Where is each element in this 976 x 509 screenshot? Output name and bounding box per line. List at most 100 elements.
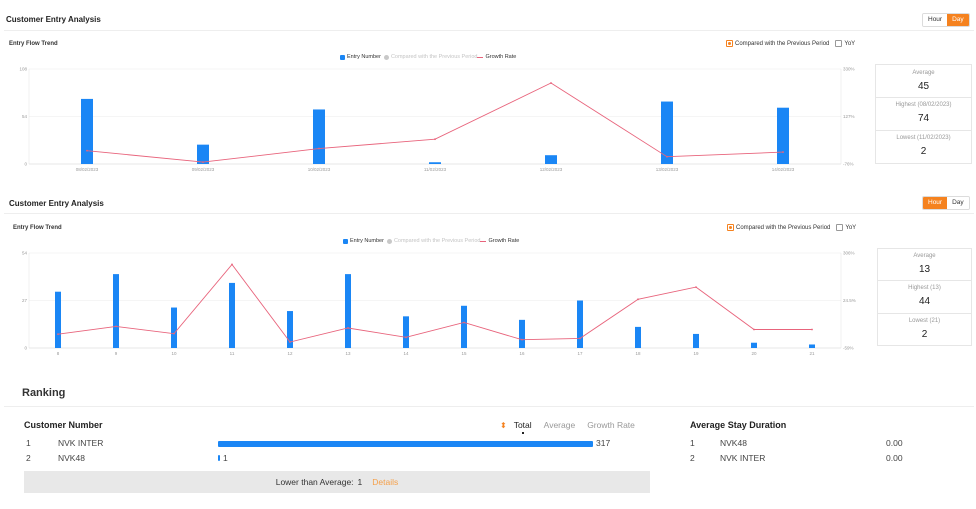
y-tick-label: 108 [19, 67, 27, 72]
x-tick-label: 10 [171, 351, 177, 356]
bar[interactable] [55, 291, 61, 348]
growth-rate-point[interactable] [115, 325, 117, 328]
growth-rate-point[interactable] [405, 336, 407, 339]
bar[interactable] [545, 155, 557, 164]
growth-rate-point[interactable] [579, 337, 581, 340]
stay-duration-title: Average Stay Duration [690, 420, 787, 430]
duration-value: 0.00 [886, 438, 903, 448]
growth-rate-point[interactable] [666, 155, 668, 158]
x-tick-label: 19 [693, 351, 699, 356]
growth-rate-line [86, 82, 784, 163]
growth-rate-point[interactable] [434, 138, 436, 141]
tab-average[interactable]: Average [543, 420, 576, 430]
legend-entry-number[interactable]: Entry Number [340, 54, 381, 60]
bar[interactable] [229, 282, 235, 348]
panel2-yoy-checkbox[interactable] [836, 224, 844, 231]
bar[interactable] [171, 307, 177, 348]
bar[interactable] [345, 274, 351, 348]
below-average-count: 1 [357, 477, 363, 487]
stat-lowest: Lowest (11/02/2023) 2 [896, 135, 951, 157]
legend-compare[interactable]: Compared with the Previous Period [386, 238, 480, 244]
growth-rate-point[interactable] [521, 338, 523, 341]
x-tick-label: 14/02/2023 [772, 167, 795, 172]
growth-rate-point[interactable] [86, 149, 88, 152]
bar[interactable] [809, 344, 815, 348]
panel1-subtitle: Entry Flow Trend [9, 41, 58, 47]
tab-total[interactable]: Total [513, 420, 532, 434]
bar[interactable] [635, 326, 641, 348]
stat-average: Average 13 [878, 249, 971, 281]
panel2-compare-checkbox[interactable] [727, 224, 734, 231]
below-average-bar: Lower than Average: 1 Details [24, 471, 650, 493]
growth-rate-point[interactable] [782, 151, 784, 153]
bar[interactable] [577, 300, 583, 349]
bar[interactable] [661, 101, 673, 164]
x-tick-label: 20 [751, 351, 757, 356]
bar[interactable] [751, 342, 757, 348]
y2-tick-label: 306% [843, 251, 855, 256]
growth-rate-point[interactable] [57, 333, 59, 336]
x-tick-label: 14 [403, 351, 409, 356]
growth-rate-point[interactable] [289, 341, 291, 343]
growth-rate-point[interactable] [202, 161, 204, 164]
tab-growth-rate[interactable]: Growth Rate [587, 420, 635, 430]
growth-rate-point[interactable] [463, 321, 465, 324]
panel1-hour-button[interactable]: Hour [923, 14, 948, 26]
growth-rate-point[interactable] [231, 263, 233, 266]
growth-rate-point[interactable] [637, 298, 639, 301]
y2-tick-label: -59% [843, 346, 854, 351]
details-link[interactable]: Details [372, 477, 399, 487]
y2-tick-label: 330% [843, 67, 855, 72]
panel2-granularity-toggle: Hour Day [922, 196, 970, 210]
divider [4, 406, 974, 407]
legend-growth-rate[interactable]: Growth Rate [480, 238, 519, 244]
legend-growth-rate[interactable]: Growth Rate [477, 54, 516, 60]
bar[interactable] [113, 274, 119, 348]
panel2-compare-options: Compared with the Previous Period YoY [727, 224, 856, 231]
growth-rate-point[interactable] [550, 82, 552, 84]
growth-rate-point[interactable] [811, 328, 813, 331]
panel2-legend: Entry Number Compared with the Previous … [343, 238, 519, 244]
duration-rank: 2 [690, 453, 695, 463]
growth-rate-point[interactable] [695, 286, 697, 288]
y-tick-label: 0 [24, 346, 27, 351]
y-tick-label: 54 [22, 251, 28, 256]
bar[interactable] [429, 162, 441, 164]
duration-rank: 1 [690, 438, 695, 448]
x-tick-label: 11 [230, 351, 235, 356]
ranking-row[interactable]: 2 NVK48 [26, 453, 85, 463]
growth-rate-point[interactable] [753, 328, 755, 331]
x-tick-label: 18 [635, 351, 641, 356]
sort-toggle-icon[interactable]: ⬍ [500, 420, 507, 430]
bar[interactable] [693, 333, 699, 348]
panel1-yoy-checkbox[interactable] [835, 40, 843, 47]
panel2-hour-button[interactable]: Hour [923, 197, 948, 209]
ranking-bar-fill [218, 455, 220, 461]
bar[interactable] [313, 109, 325, 164]
panel1-day-button[interactable]: Day [947, 14, 969, 26]
legend-entry-number[interactable]: Entry Number [343, 238, 384, 244]
ranking-row[interactable]: 1 NVK INTER [26, 438, 104, 448]
panel2-compare-label: Compared with the Previous Period [736, 224, 831, 231]
growth-rate-point[interactable] [318, 147, 320, 150]
growth-rate-point[interactable] [173, 332, 175, 335]
bar[interactable] [287, 311, 293, 348]
bar[interactable] [461, 305, 467, 348]
bar[interactable] [197, 144, 209, 164]
panel2-subtitle: Entry Flow Trend [13, 225, 62, 231]
panel2-yoy-label: YoY [845, 224, 857, 231]
panel1-granularity-toggle: Hour Day [922, 13, 970, 27]
bar[interactable] [519, 319, 525, 348]
below-average-label: Lower than Average: [275, 477, 354, 487]
legend-compare[interactable]: Compared with the Previous Period [383, 54, 477, 60]
divider [4, 213, 974, 214]
bar[interactable] [777, 107, 789, 164]
panel2-day-button[interactable]: Day [947, 197, 969, 209]
bar[interactable] [81, 98, 93, 164]
bar[interactable] [403, 316, 409, 348]
divider [4, 30, 974, 31]
growth-rate-point[interactable] [347, 327, 349, 329]
panel1-compare-checkbox[interactable] [726, 40, 733, 47]
y2-tick-label: -76% [843, 162, 854, 167]
customer-number-title: Customer Number [24, 420, 103, 430]
